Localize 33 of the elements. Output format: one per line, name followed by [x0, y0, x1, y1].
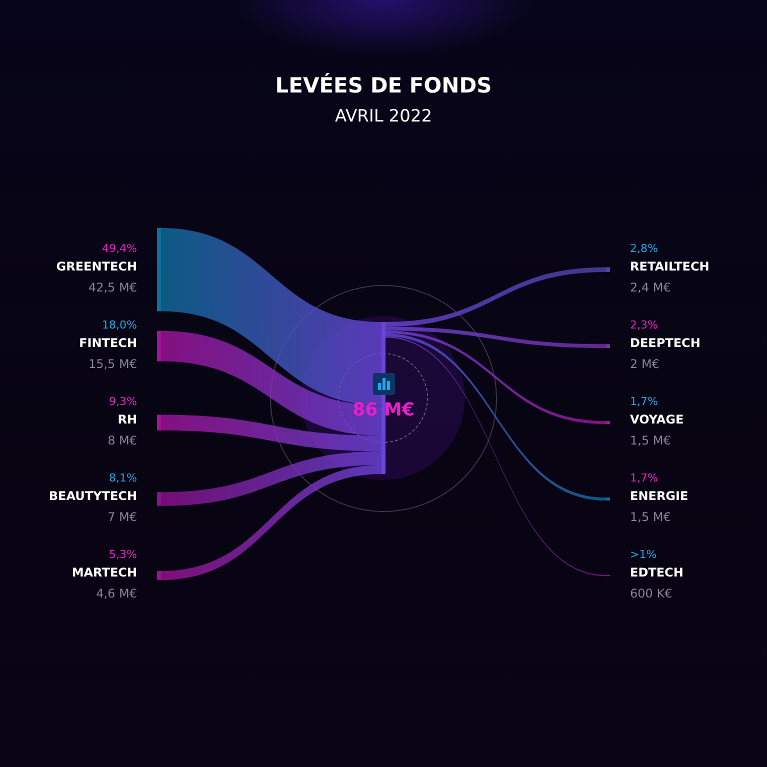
category-label: VOYAGE [630, 412, 684, 427]
data-label: 8 M€ [108, 434, 137, 448]
text: 86 M€ [352, 400, 414, 420]
data-label: 1,5 M€ [630, 434, 671, 448]
category-label: ENERGIE [630, 489, 688, 504]
text: LEVÉES DE FONDS [275, 72, 492, 98]
text: 1,7% [630, 395, 658, 408]
data-label: 600 K€ [630, 586, 672, 600]
text: 9,3% [109, 395, 137, 408]
text: 18,0% [102, 318, 137, 332]
category-label: RETAILTECH [630, 260, 710, 274]
category-label: GREENTECH [56, 260, 137, 274]
data-label: 4,6 M€ [96, 586, 137, 600]
data-label: 7 M€ [108, 510, 137, 524]
data-label: 2,4 M€ [630, 280, 671, 295]
data-label: 1,5 M€ [630, 510, 671, 524]
text: >1% [630, 548, 657, 561]
category-label: MARTECH [72, 565, 137, 580]
text: 49,4% [102, 242, 137, 256]
data-label: 42,5 M€ [88, 280, 137, 295]
text: 5,3% [109, 548, 137, 561]
category-label: DEEPTECH [630, 336, 700, 350]
category-label: EDTECH [630, 565, 684, 580]
data-label: 2 M€ [630, 357, 660, 372]
text: 1,7% [630, 472, 658, 485]
data-label: 15,5 M€ [88, 357, 137, 372]
text: 2,8% [630, 242, 658, 256]
category-label: FINTECH [79, 336, 137, 350]
category-label: RH [118, 412, 137, 427]
category-label: BEAUTYTECH [48, 489, 137, 504]
text: 2,3% [630, 318, 658, 332]
text: AVRIL 2022 [334, 106, 432, 126]
text: 8,1% [109, 472, 137, 485]
